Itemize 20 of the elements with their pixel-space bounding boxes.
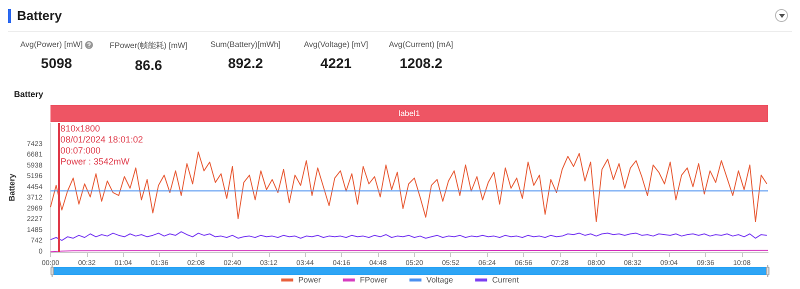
text: Avg(Current) [mA]: [388, 40, 454, 49]
text: 892.2: [226, 55, 264, 71]
text: label1: [398, 109, 420, 118]
legend-label: Power: [298, 276, 322, 284]
chart-title: Battery: [17, 8, 62, 23]
text: 4221: [319, 55, 353, 71]
text: 1208.2: [398, 55, 444, 71]
legend-label: Current: [492, 276, 520, 284]
legend-label: Voltage: [426, 276, 454, 284]
ref-line-label: 810x1800 08/01/2024 18:01:02 00:07:000 Power : 3542mW: [60, 124, 144, 166]
chart-subtitle: Battery: [14, 89, 44, 99]
text: FPower(帧能耗) [mW]: [110, 40, 188, 51]
text: 5098: [40, 55, 74, 71]
text: 86.6: [134, 57, 164, 73]
y-axis-title: Battery: [8, 173, 16, 202]
line-series: [50, 231, 768, 241]
text: Sum(Battery)[mWh]: [210, 40, 281, 49]
text: Avg(Power) [mW]: [20, 40, 83, 49]
text: Avg(Voltage) [mV]: [304, 40, 368, 49]
legend-label: FPower: [360, 276, 388, 284]
